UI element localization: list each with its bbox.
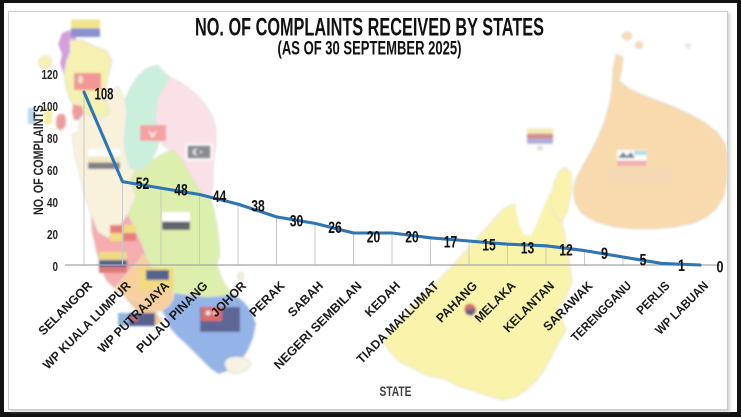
svg-text:52: 52	[136, 175, 150, 193]
svg-text:20: 20	[47, 227, 58, 242]
svg-text:9: 9	[601, 245, 608, 263]
svg-text:80: 80	[47, 131, 58, 146]
svg-text:30: 30	[290, 212, 304, 230]
svg-text:(AS OF 30 SEPTEMBER 2025): (AS OF 30 SEPTEMBER 2025)	[278, 38, 462, 59]
svg-text:100: 100	[42, 99, 59, 114]
svg-text:12: 12	[559, 241, 573, 259]
svg-text:120: 120	[42, 67, 59, 82]
svg-text:40: 40	[47, 195, 58, 210]
svg-text:13: 13	[521, 240, 535, 258]
svg-text:NO. OF COMPLAINTS: NO. OF COMPLAINTS	[31, 105, 46, 215]
svg-text:20: 20	[405, 229, 419, 247]
svg-text:108: 108	[95, 86, 114, 104]
svg-text:NO. OF COMPLAINTS RECEIVED BY: NO. OF COMPLAINTS RECEIVED BY STATES	[195, 13, 544, 41]
svg-text:STATE: STATE	[380, 383, 412, 399]
svg-text:38: 38	[251, 198, 265, 216]
svg-text:48: 48	[174, 182, 188, 200]
svg-text:26: 26	[328, 219, 342, 237]
svg-text:20: 20	[367, 229, 381, 247]
svg-text:5: 5	[640, 252, 647, 270]
svg-text:0: 0	[53, 259, 59, 274]
svg-text:1: 1	[678, 257, 685, 275]
svg-text:15: 15	[482, 237, 496, 255]
svg-text:44: 44	[213, 188, 227, 206]
svg-text:60: 60	[47, 163, 58, 178]
svg-text:0: 0	[717, 259, 724, 277]
svg-text:17: 17	[444, 233, 458, 251]
